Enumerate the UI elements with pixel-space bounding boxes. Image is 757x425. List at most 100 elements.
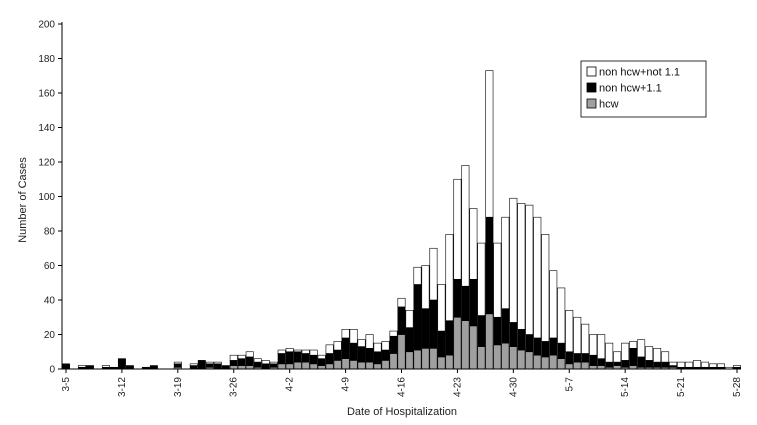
bar-segment-4-7-s2 [325,344,334,354]
y-tick-label: 20 [44,330,56,341]
legend-label: non hcw+not 1.1 [599,67,680,79]
bar-segment-3-25-s1 [221,365,230,370]
bar-segment-4-14-s1 [381,349,390,361]
bar-segment-3-26-s0 [229,365,238,370]
y-tick-label: 180 [38,54,55,65]
bar-segment-4-7-s0 [325,363,334,370]
bar-segment-5-19-s2 [661,351,670,363]
bar-segment-3-21-s2 [189,363,198,366]
bar-segment-4-9-s0 [341,358,350,370]
bar-segment-4-19-s1 [421,308,430,349]
x-tick-label: 3-5 [61,377,72,392]
bar-segment-5-6-s1 [557,342,566,359]
bar-segment-5-16-s1 [637,356,646,368]
bar-segment-5-26-s2 [717,363,725,368]
bar-segment-4-13-s2 [373,342,382,353]
legend-swatch [586,82,597,93]
bar-segment-5-14-s2 [621,342,630,361]
bar-segment-5-3-s2 [533,216,542,339]
bar-segment-3-8-s1 [85,365,94,370]
bar-segment-3-24-s1 [213,363,222,370]
bar-segment-5-22-s2 [685,361,694,368]
bar-segment-5-15-s2 [629,341,638,349]
bar-segment-5-9-s0 [581,361,590,370]
bar-segment-5-7-s1 [565,351,574,365]
bar-segment-4-29-s0 [501,342,510,370]
y-tick-label: 0 [49,365,55,376]
bar-segment-3-13-s1 [125,365,134,370]
bar-segment-5-6-s2 [557,287,566,344]
bar-segment-3-24-s2 [213,361,222,365]
bar-segment-4-21-s1 [437,330,446,358]
bar-segment-5-3-s0 [533,354,542,370]
bar-segment-3-31-s2 [269,361,278,365]
bar-segment-4-28-s0 [493,344,502,370]
bar-segment-4-16-s0 [397,334,406,370]
legend-swatch [586,66,597,77]
bar-segment-4-1-s2 [277,349,286,354]
bar-segment-5-10-s2 [589,334,598,356]
bar-segment-5-4-s1 [541,341,550,358]
bar-segment-5-12-s2 [605,342,614,363]
bar-segment-5-21-s2 [677,361,686,368]
bar-segment-4-4-s0 [301,361,310,370]
bar-segment-4-3-s0 [293,361,302,370]
bar-segment-4-17-s0 [405,351,414,370]
bar-segment-3-23-s1 [205,363,214,368]
bar-segment-4-17-s2 [405,310,414,328]
bar-segment-4-9-s1 [341,337,350,359]
bar-segment-4-24-s0 [461,320,470,370]
bar-segment-5-11-s0 [597,365,606,370]
bar-segment-4-9-s2 [341,329,350,339]
bar-segment-4-2-s0 [285,363,294,370]
bar-segment-3-28-s1 [245,356,254,366]
bar-segment-3-19-s2 [173,361,182,365]
y-tick-label: 140 [38,123,55,134]
bar-segment-4-12-s0 [365,361,374,370]
bar-segment-4-26-s2 [477,242,486,316]
bar-segment-3-29-s2 [253,358,262,363]
bar-segment-3-22-s1 [197,360,206,370]
bar-segment-4-22-s2 [445,234,454,321]
bar-segment-5-1-s1 [517,329,526,351]
x-tick-label: 3-19 [173,377,184,397]
bar-segment-4-22-s0 [445,354,454,370]
bar-segment-5-7-s0 [565,363,574,370]
bar-segment-5-12-s1 [605,361,614,368]
bar-segment-3-30-s1 [261,363,270,370]
bar-segment-5-15-s0 [629,365,638,370]
x-tick-label: 5-14 [620,377,631,397]
bar-segment-4-25-s1 [469,278,478,327]
x-tick-label: 4-16 [397,377,408,397]
bar-segment-5-23-s2 [693,360,702,368]
bar-segment-4-8-s0 [333,360,342,370]
x-tick-label: 5-21 [676,377,687,397]
y-tick-label: 120 [38,158,55,169]
bar-segment-5-28-s2 [733,365,741,368]
bar-segment-4-11-s0 [357,361,366,370]
bar-segment-4-7-s1 [325,353,334,365]
bar-segment-5-17-s2 [645,346,654,361]
bar-segment-5-20-s2 [669,361,678,366]
bar-segment-3-16-s1 [149,365,158,370]
bar-segment-4-21-s0 [437,356,446,370]
bar-segment-4-23-s2 [453,178,462,280]
bar-segment-4-1-s1 [277,353,286,365]
bar-segment-4-5-s2 [309,349,318,356]
bar-segment-4-29-s1 [501,308,510,344]
bar-segment-4-3-s1 [293,351,302,363]
bar-segment-3-28-s0 [245,365,254,370]
bar-segment-4-24-s1 [461,285,470,322]
axes-layer: 0 20 40 60 80 100 120 140 160 180 200 3-5 3-12 3-19 3-… [38,20,743,398]
bar-segment-4-12-s1 [365,347,374,363]
bar-segment-5-3-s1 [533,337,542,356]
bar-segment-4-5-s0 [309,363,318,370]
y-tick-label: 60 [44,261,56,272]
bar-segment-4-6-s2 [317,354,326,359]
x-tick-label: 5-7 [564,377,575,392]
bar-segment-4-6-s0 [317,365,326,370]
bar-segment-4-18-s1 [413,284,422,351]
legend-label: hcw [599,99,619,111]
bar-segment-4-18-s2 [413,266,422,285]
bar-segment-4-4-s2 [301,349,310,354]
